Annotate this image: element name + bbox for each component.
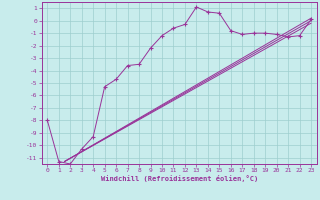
X-axis label: Windchill (Refroidissement éolien,°C): Windchill (Refroidissement éolien,°C): [100, 175, 258, 182]
